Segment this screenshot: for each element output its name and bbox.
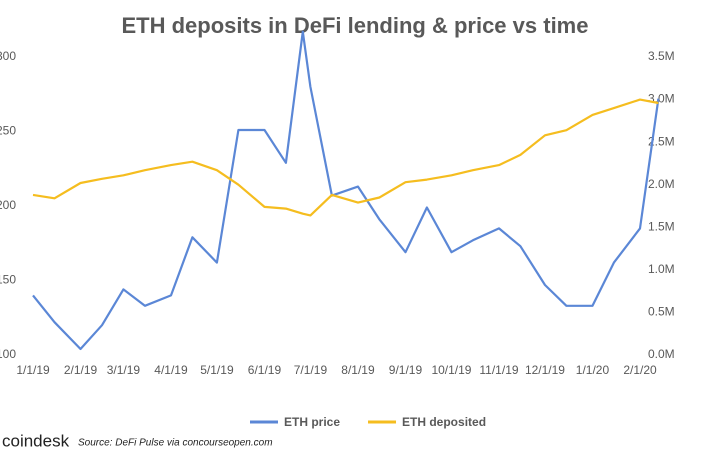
y2-tick-label: 2.5M xyxy=(648,134,675,148)
x-tick-label: 1/1/20 xyxy=(576,363,610,377)
x-tick-label: 1/1/19 xyxy=(16,363,50,377)
legend-label: ETH deposited xyxy=(402,415,486,429)
source: Source: DeFi Pulse via concourseopen.com xyxy=(78,438,273,449)
x-tick-label: 3/1/19 xyxy=(107,363,141,377)
y2-tick-label: 3.5M xyxy=(648,49,675,63)
x-tick-label: 7/1/19 xyxy=(294,363,328,377)
series-line xyxy=(32,30,660,351)
x-tick-label: 8/1/19 xyxy=(341,363,375,377)
brand: coindesk xyxy=(2,431,70,450)
y2-tick-label: 0.5M xyxy=(648,305,675,319)
x-tick-label: 2/1/19 xyxy=(64,363,98,377)
y2-tick-label: 0.0M xyxy=(648,347,675,361)
x-tick-label: 11/1/19 xyxy=(479,363,518,377)
x-tick-label: 6/1/19 xyxy=(248,363,282,377)
y-tick-label: 200 xyxy=(0,198,16,212)
legend-label: ETH price xyxy=(284,415,340,429)
series-line xyxy=(32,98,659,217)
x-tick-label: 10/1/19 xyxy=(431,363,471,377)
y-tick-label: 250 xyxy=(0,124,16,138)
y-tick-label: 100 xyxy=(0,347,16,361)
y2-tick-label: 2.0M xyxy=(648,177,675,191)
x-tick-label: 4/1/19 xyxy=(154,363,188,377)
y2-tick-label: 1.5M xyxy=(648,219,675,233)
chart-title: ETH deposits in DeFi lending & price vs … xyxy=(122,13,589,38)
y2-tick-label: 3.0M xyxy=(648,92,675,106)
y-tick-label: 150 xyxy=(0,273,16,287)
y2-tick-label: 1.0M xyxy=(648,262,675,276)
x-tick-label: 9/1/19 xyxy=(389,363,423,377)
x-tick-label: 2/1/20 xyxy=(623,363,657,377)
x-tick-label: 5/1/19 xyxy=(200,363,234,377)
x-tick-label: 12/1/19 xyxy=(525,363,565,377)
y-tick-label: 300 xyxy=(0,49,16,63)
